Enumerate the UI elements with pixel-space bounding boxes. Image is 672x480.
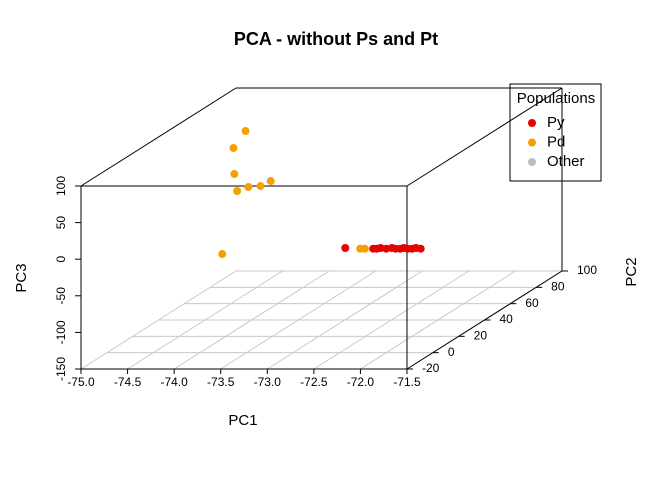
- legend-label: Other: [547, 153, 585, 170]
- z-tick-label: 0: [54, 256, 68, 263]
- point: [233, 187, 242, 196]
- point: [341, 243, 350, 252]
- x-tick-label: -73.0: [254, 375, 282, 389]
- z-tick-label: 100: [54, 176, 68, 196]
- legend-box: [509, 83, 602, 182]
- point: [244, 183, 253, 192]
- z-tick-label: 50: [54, 216, 68, 230]
- legend-title: Populations: [517, 90, 595, 107]
- point: [256, 182, 265, 191]
- z-tick-label: -50: [54, 287, 68, 305]
- point: [241, 127, 250, 136]
- point: [360, 244, 369, 253]
- point: [218, 250, 227, 259]
- y-tick-label: 60: [525, 296, 539, 310]
- x-tick-label: -74.5: [114, 375, 142, 389]
- y-tick-label: 80: [551, 280, 565, 294]
- y-tick-label: 40: [500, 312, 514, 326]
- y-tick-label: 0: [448, 345, 455, 359]
- x-tick-label: -75.0: [67, 375, 95, 389]
- y-axis-label: PC2: [623, 257, 640, 286]
- x-tick-label: -72.0: [347, 375, 375, 389]
- legend-marker: [528, 158, 536, 166]
- z-tick-label: -100: [54, 320, 68, 344]
- z-tick-label: -150: [54, 357, 68, 381]
- x-tick-label: -72.5: [300, 375, 328, 389]
- y-tick-label: -20: [422, 361, 440, 375]
- z-axis-label: PC3: [13, 263, 30, 292]
- point: [416, 244, 425, 253]
- box-edge: [406, 87, 563, 187]
- legend-label: Pd: [547, 133, 565, 150]
- legend-label: Py: [547, 114, 565, 131]
- box-edge: [80, 87, 237, 187]
- x-tick-label: -73.5: [207, 375, 235, 389]
- chart-title: PCA - without Ps and Pt: [234, 29, 438, 49]
- x-tick-label: -74.0: [160, 375, 188, 389]
- box-edge: [406, 270, 563, 370]
- legend-marker: [528, 119, 536, 127]
- point: [266, 177, 275, 186]
- point: [229, 144, 238, 153]
- x-axis-label: PC1: [228, 412, 257, 429]
- x-tick-label: -71.5: [393, 375, 421, 389]
- y-tick-label: 20: [474, 329, 488, 343]
- legend-marker: [528, 138, 536, 147]
- y-tick-label: 100: [577, 263, 597, 277]
- point: [230, 170, 239, 179]
